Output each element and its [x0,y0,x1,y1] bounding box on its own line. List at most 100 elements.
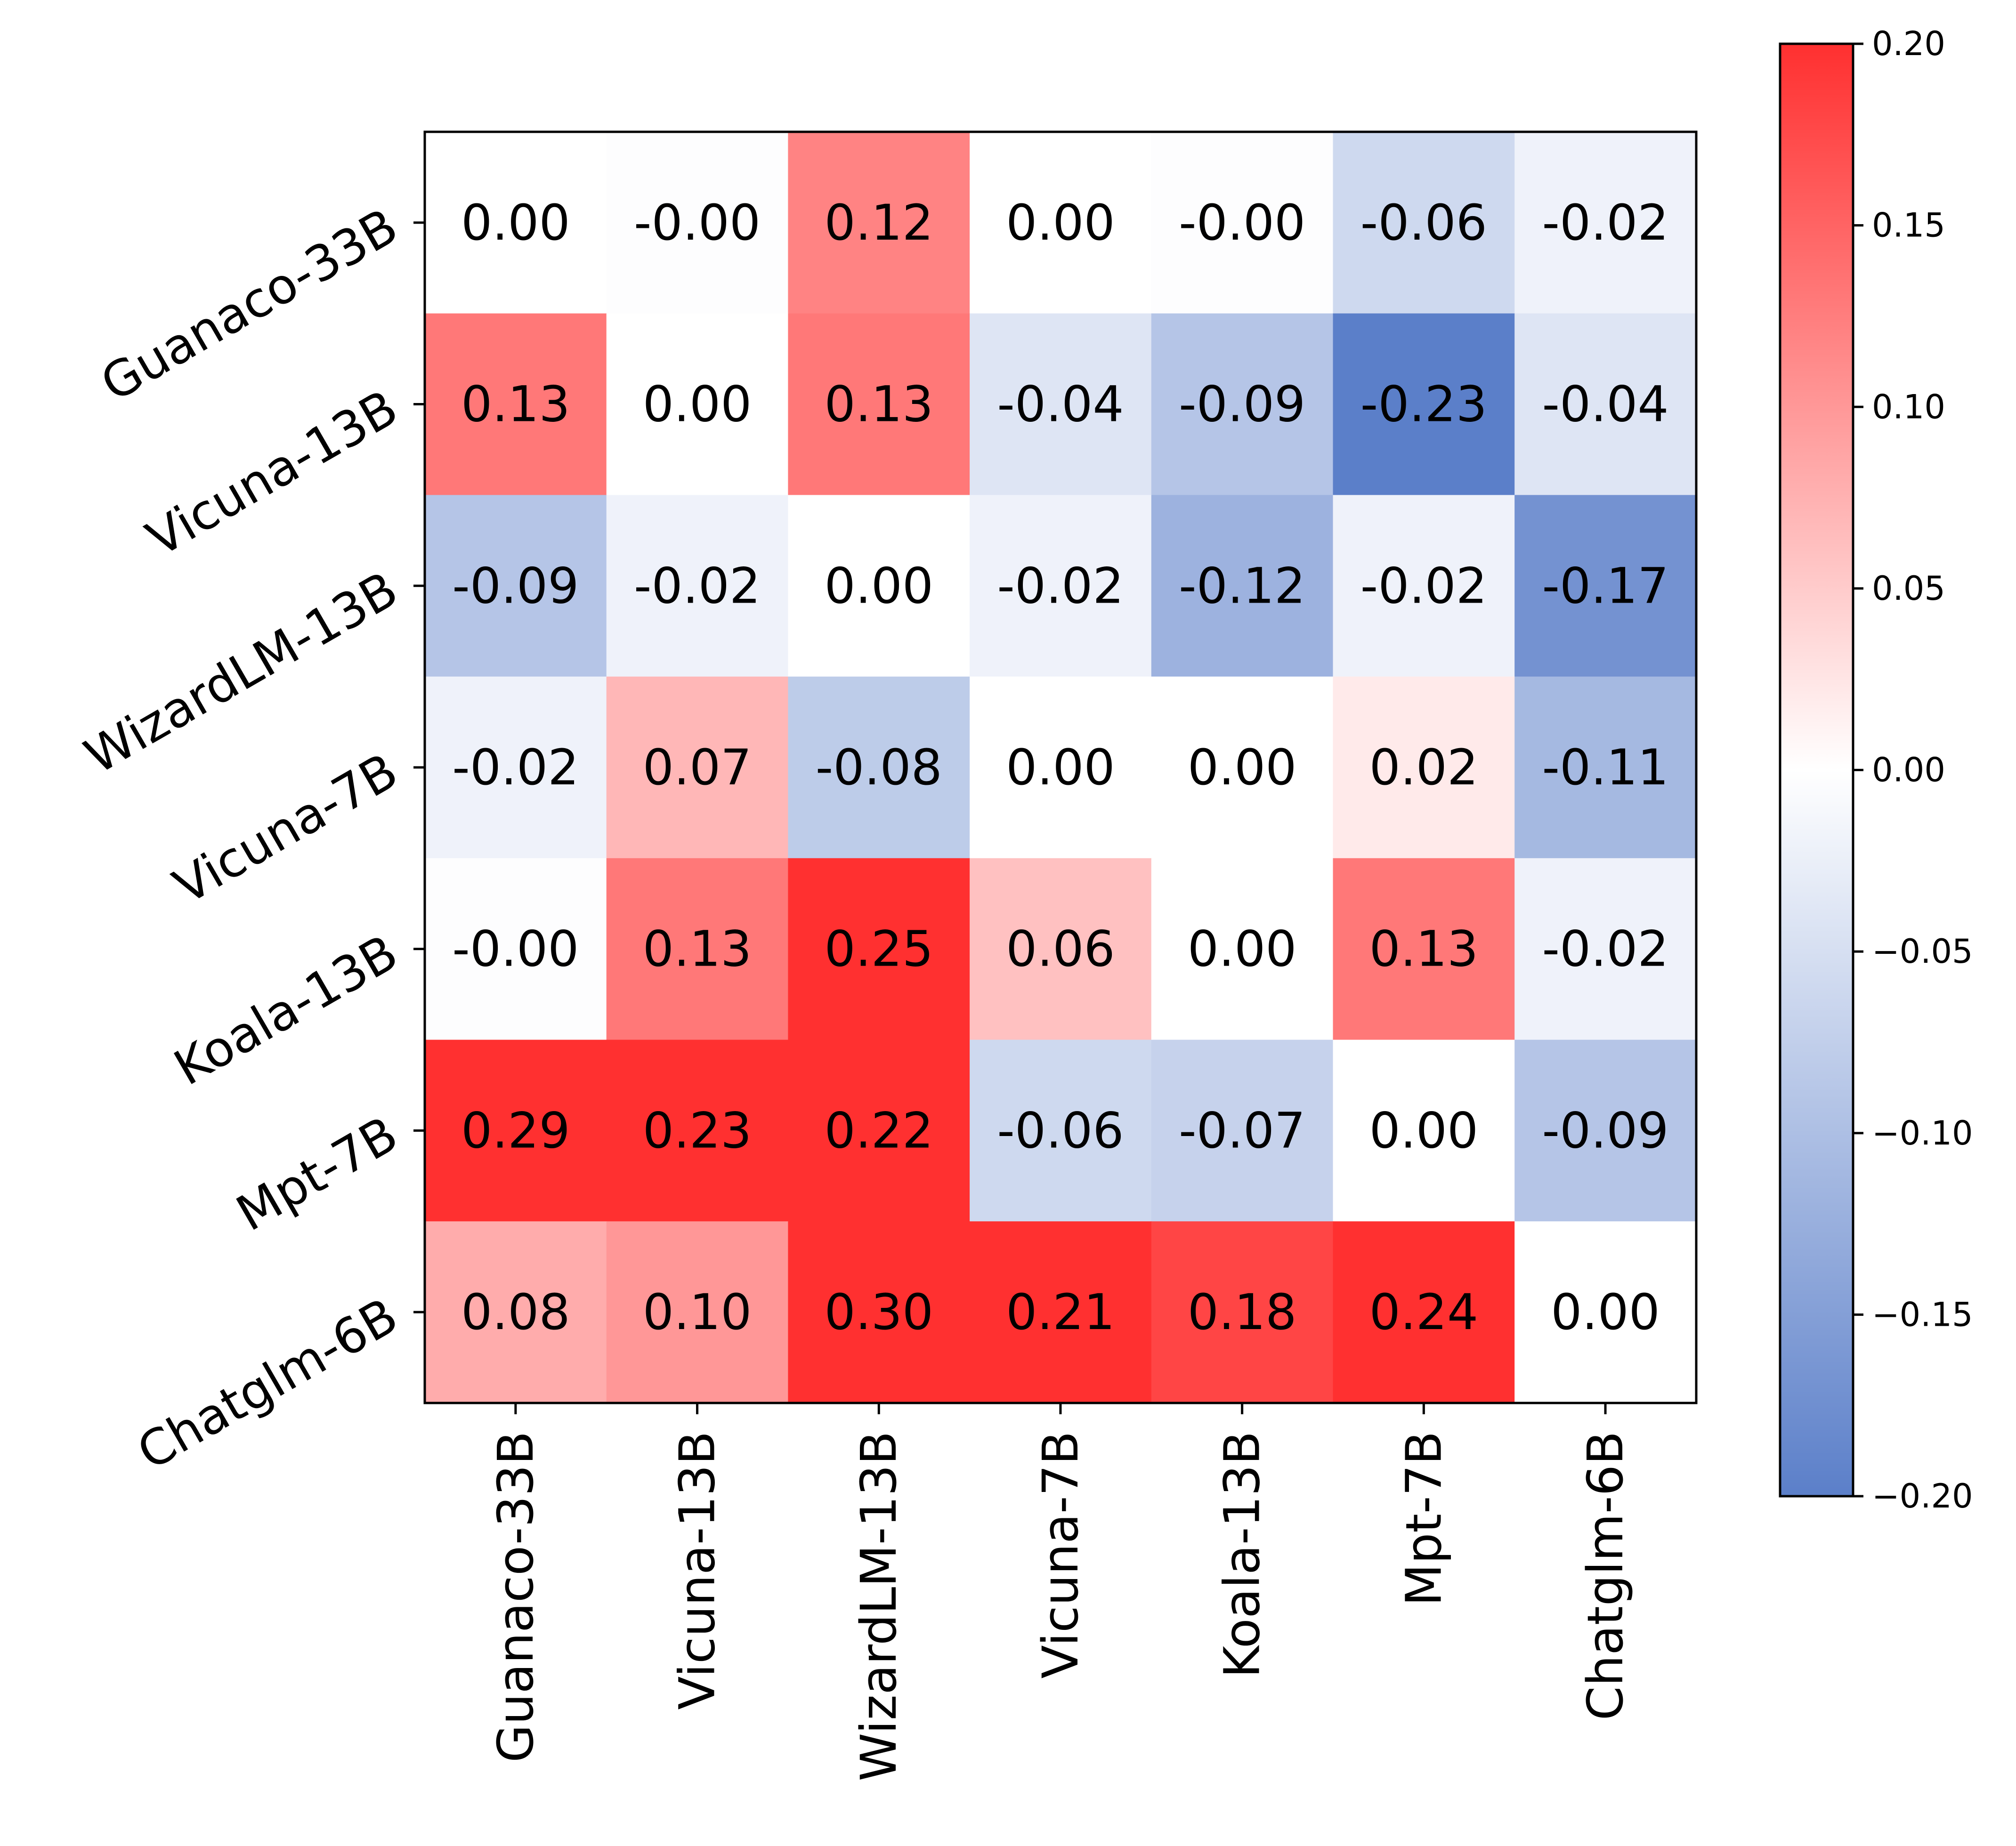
heatmap-cell [788,313,971,496]
heatmap-cell [1514,1040,1697,1222]
x-tick-label: Guanaco-33B [487,1431,544,1763]
heatmap-cell [970,858,1152,1040]
heatmap-cell [1151,1040,1334,1222]
x-tick-label: Vicuna-13B [669,1431,726,1710]
cell-value-label: -0.08 [816,739,942,796]
heatmap-cell [606,495,789,677]
cell-value-label: -0.07 [1179,1102,1305,1159]
cell-value-label: 0.00 [1369,1102,1479,1159]
heatmap-cell [425,495,607,677]
colorbar: 0.20 0.15 0.10 0.05 0.00 −0.05 −0.10 −0.15 −0.20 [1779,24,1973,1515]
x-tick-label: Koala-13B [1214,1431,1271,1678]
cell-value-label: -0.00 [452,920,579,978]
cell-value-label: 0.13 [1369,920,1479,978]
heatmap-cell [1333,677,1515,859]
cell-value-label: 0.00 [643,376,752,433]
heatmap-cell [1151,677,1334,859]
heatmap-cell [1151,313,1334,496]
cell-value-label: -0.09 [1179,376,1305,433]
x-tick-label: WizardLM-13B [850,1431,907,1782]
heatmap-cell [606,858,789,1040]
heatmap-cell [1151,132,1334,314]
cell-value-label: 0.00 [1551,1283,1660,1341]
heatmap-cell [425,1221,607,1403]
heatmap-cell [606,313,789,496]
cell-value-label: -0.02 [634,557,761,614]
cell-value-label: -0.00 [1179,194,1305,251]
heatmap-cell [425,677,607,859]
colorbar-tick-label: −0.20 [1872,1477,1973,1515]
heatmap-cell [1151,495,1334,677]
cell-value-label: 0.00 [1188,739,1297,796]
cell-value-label: 0.00 [1006,194,1115,251]
heatmap-cell [970,132,1152,314]
heatmap-cell [425,313,607,496]
heatmap-cell [1514,495,1697,677]
cell-value-label: 0.30 [824,1283,933,1341]
colorbar-tick-label: 0.00 [1872,751,1945,790]
colorbar-gradient [1779,42,1854,1498]
cell-value-label: 0.13 [643,920,752,978]
heatmap-cell [606,1040,789,1222]
cell-value-label: 0.29 [461,1102,570,1159]
cell-value-label: -0.06 [997,1102,1124,1159]
heatmap-cell [788,1221,971,1403]
cell-value-label: 0.25 [824,920,933,978]
heatmap-cell [970,1221,1152,1403]
colorbar-tick-label: 0.20 [1872,24,1945,63]
heatmap-cell [1151,858,1334,1040]
heatmap-cell [1333,313,1515,496]
y-tick-label: Chatglm-6B [128,1287,407,1481]
heatmap-cell [1514,677,1697,859]
heatmap-cell [1151,1221,1334,1403]
cell-value-label: -0.09 [452,557,579,614]
heatmap-cell [788,858,971,1040]
cell-value-label: 0.06 [1006,920,1115,978]
cell-value-label: 0.23 [643,1102,752,1159]
x-tick-label: Chatglm-6B [1577,1431,1634,1720]
cell-value-label: -0.04 [1542,376,1669,433]
y-tick-label: WizardLM-13B [75,560,407,785]
heatmap-cell [606,677,789,859]
heatmap-cell [970,1040,1152,1222]
heatmap-cell [1333,132,1515,314]
cell-value-labels: 0.00 -0.00 0.12 0.00 -0.00 -0.06 -0.02 0.13 0.00… [452,194,1668,1341]
heatmap-cell [1514,313,1697,496]
heatmap-cell [1514,132,1697,314]
x-axis: Guanaco-33B Vicuna-13B WizardLM-13B Vicuna-… [487,1403,1634,1782]
heatmap-cell [788,132,971,314]
cell-value-label: 0.12 [824,194,933,251]
cell-value-label: 0.13 [461,376,570,433]
cell-value-label: -0.23 [1360,376,1487,433]
heatmap-cell [1333,1040,1515,1222]
cell-value-label: -0.02 [1360,557,1487,614]
cell-value-label: -0.11 [1542,739,1669,796]
cell-value-label: 0.18 [1188,1283,1297,1341]
heatmap-cells [425,132,1697,1403]
cell-value-label: -0.06 [1360,194,1487,251]
cell-value-label: -0.04 [997,376,1124,433]
cell-value-label: -0.12 [1179,557,1305,614]
heatmap-cell [1514,858,1697,1040]
cell-value-label: 0.00 [1188,920,1297,978]
x-tick-label: Vicuna-7B [1032,1431,1089,1679]
heatmap-cell [606,132,789,314]
y-tick-label: Mpt-7B [227,1105,407,1242]
colorbar-tick-label: 0.15 [1872,206,1945,245]
cell-value-label: -0.02 [997,557,1124,614]
colorbar-tick-label: −0.05 [1872,932,1973,971]
y-tick-label: Koala-13B [165,924,407,1097]
cell-value-label: 0.22 [824,1102,933,1159]
y-axis: Guanaco-33BVicuna-13BWizardLM-13BVicuna-… [75,197,425,1481]
heatmap-cell [788,677,971,859]
heatmap-cell [970,313,1152,496]
y-tick-label: Vicuna-7B [164,742,407,915]
heatmap-cell [606,1221,789,1403]
y-tick-label: Guanaco-33B [91,197,407,413]
cell-value-label: 0.07 [643,739,752,796]
cell-value-label: 0.00 [1006,739,1115,796]
cell-value-label: -0.02 [1542,194,1669,251]
colorbar-tick-label: 0.05 [1872,569,1945,608]
colorbar-tick-label: −0.15 [1872,1295,1973,1334]
